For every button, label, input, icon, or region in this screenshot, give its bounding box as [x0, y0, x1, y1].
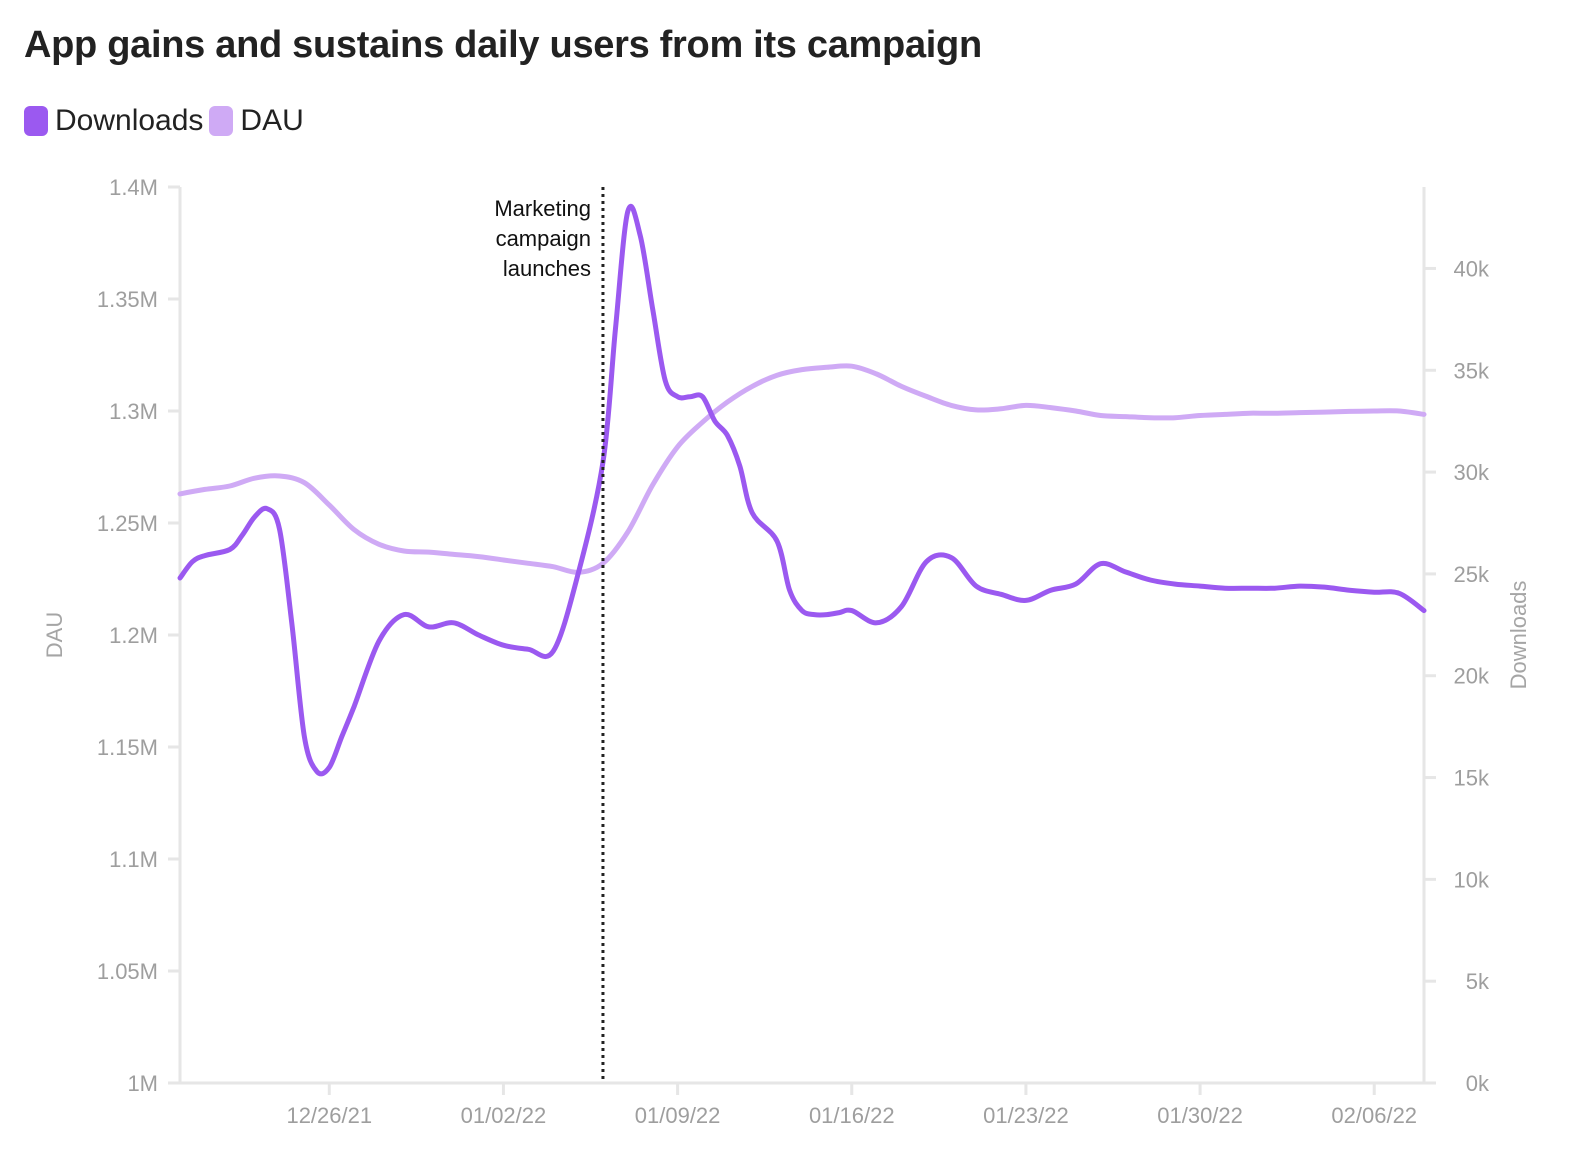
annotation-text-line: launches — [503, 256, 591, 281]
legend-label-downloads: Downloads — [55, 104, 204, 137]
x-tick-label: 01/09/22 — [635, 1103, 721, 1128]
chart-title: App gains and sustains daily users from … — [24, 24, 982, 66]
x-tick-label: 12/26/21 — [286, 1103, 372, 1128]
x-tick-label: 02/06/22 — [1331, 1103, 1417, 1128]
annotation-layer: Marketing campaign launches — [494, 187, 605, 1083]
right-tick-label: 40k — [1454, 256, 1490, 281]
legend-swatch-downloads — [24, 106, 48, 136]
right-axis-title: Downloads — [1506, 581, 1531, 690]
right-tick-label: 15k — [1454, 766, 1490, 791]
x-tick-label: 01/02/22 — [461, 1103, 547, 1128]
series-line-dau — [177, 363, 1427, 575]
left-tick-label: 1.1M — [109, 847, 158, 872]
left-tick-label: 1.3M — [109, 399, 158, 424]
right-tick-label: 0k — [1466, 1071, 1490, 1096]
left-tick-label: 1.25M — [97, 511, 158, 536]
left-tick-label: 1.15M — [97, 735, 158, 760]
left-tick-label: 1.4M — [109, 175, 158, 200]
left-axis-title: DAU — [42, 612, 67, 658]
right-tick-label: 35k — [1454, 358, 1490, 383]
right-tick-label: 25k — [1454, 562, 1490, 587]
legend-item-dau[interactable]: DAU — [209, 104, 304, 138]
annotation-text-line: Marketing — [494, 196, 591, 221]
left-tick-label: 1M — [127, 1071, 158, 1096]
x-tick-label: 01/30/22 — [1157, 1103, 1243, 1128]
right-tick-label: 30k — [1454, 460, 1490, 485]
axes-layer — [168, 185, 1436, 1095]
right-tick-label: 10k — [1454, 867, 1490, 892]
legend: Downloads DAU — [24, 104, 310, 138]
legend-label-dau: DAU — [240, 104, 304, 137]
tick-label-layer: 1M 1.05M 1.1M 1.15M 1.2M 1.25M 1.3M 1.35M 1.4M 0k… — [42, 175, 1531, 1128]
series-layer — [177, 203, 1427, 777]
right-tick-label: 5k — [1466, 969, 1490, 994]
x-tick-label: 01/23/22 — [983, 1103, 1069, 1128]
left-tick-label: 1.2M — [109, 623, 158, 648]
series-line-downloads — [177, 203, 1427, 777]
legend-swatch-dau — [209, 106, 234, 136]
right-tick-label: 20k — [1454, 664, 1490, 689]
annotation-text-line: campaign — [496, 226, 591, 251]
left-tick-label: 1.35M — [97, 287, 158, 312]
x-tick-label: 01/16/22 — [809, 1103, 895, 1128]
legend-item-downloads[interactable]: Downloads — [24, 104, 203, 138]
left-tick-label: 1.05M — [97, 959, 158, 984]
